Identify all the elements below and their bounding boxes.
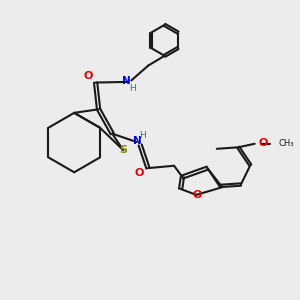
Text: O: O: [193, 190, 202, 200]
Text: H: H: [139, 131, 146, 140]
Text: O: O: [258, 138, 268, 148]
Text: O: O: [135, 169, 144, 178]
Text: H: H: [129, 84, 136, 93]
Text: O: O: [83, 71, 93, 81]
Text: N: N: [122, 76, 131, 86]
Text: N: N: [133, 136, 141, 146]
Text: S: S: [119, 145, 127, 155]
Text: CH₃: CH₃: [278, 139, 294, 148]
